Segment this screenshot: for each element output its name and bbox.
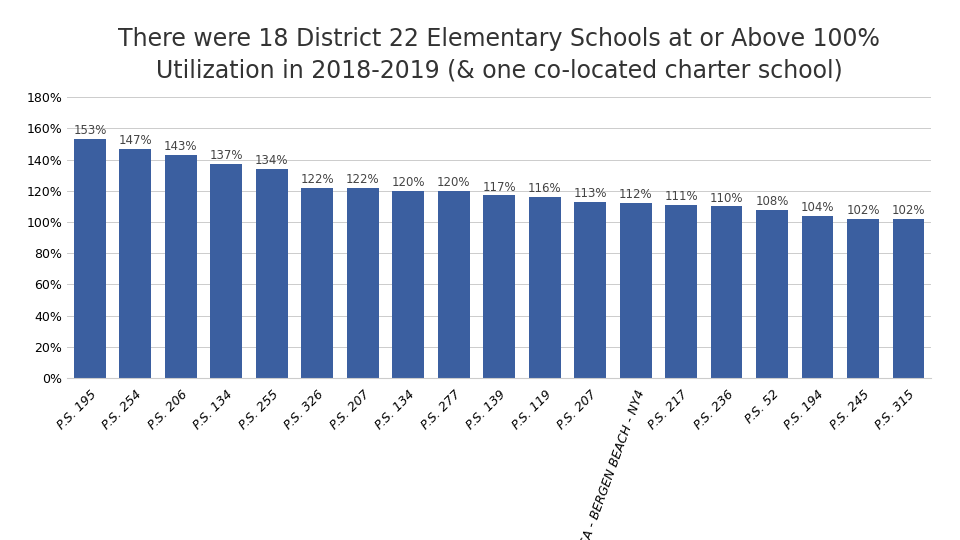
Text: 112%: 112% (619, 188, 653, 201)
Text: 134%: 134% (255, 154, 289, 167)
Bar (347, 188, 378, 378)
Text: 117%: 117% (482, 180, 516, 194)
Bar (756, 210, 788, 378)
Text: 143%: 143% (164, 140, 198, 153)
Text: 113%: 113% (573, 187, 607, 200)
Bar (438, 191, 469, 378)
Bar (210, 164, 242, 378)
Text: 137%: 137% (209, 150, 243, 163)
Text: 120%: 120% (392, 176, 425, 189)
Text: 120%: 120% (437, 176, 470, 189)
Text: 102%: 102% (846, 204, 879, 217)
Bar (256, 169, 288, 378)
Text: 153%: 153% (73, 124, 107, 138)
Bar (620, 203, 652, 378)
Bar (893, 219, 924, 378)
Bar (301, 188, 333, 378)
Bar (165, 155, 197, 378)
Bar (665, 205, 697, 378)
Bar (483, 195, 516, 378)
Text: 104%: 104% (801, 201, 834, 214)
Text: 108%: 108% (756, 194, 789, 208)
Text: 110%: 110% (709, 192, 743, 205)
Bar (74, 139, 106, 378)
Bar (529, 197, 561, 378)
Bar (802, 216, 833, 378)
Text: 147%: 147% (119, 134, 153, 147)
Text: 116%: 116% (528, 182, 562, 195)
Text: 122%: 122% (300, 173, 334, 186)
Bar (393, 191, 424, 378)
Bar (710, 206, 742, 378)
Bar (119, 148, 152, 378)
Text: 102%: 102% (892, 204, 925, 217)
Bar (574, 202, 606, 378)
Text: 111%: 111% (664, 190, 698, 203)
Text: 122%: 122% (346, 173, 379, 186)
Bar (847, 219, 879, 378)
Title: There were 18 District 22 Elementary Schools at or Above 100%
Utilization in 201: There were 18 District 22 Elementary Sch… (118, 27, 880, 83)
